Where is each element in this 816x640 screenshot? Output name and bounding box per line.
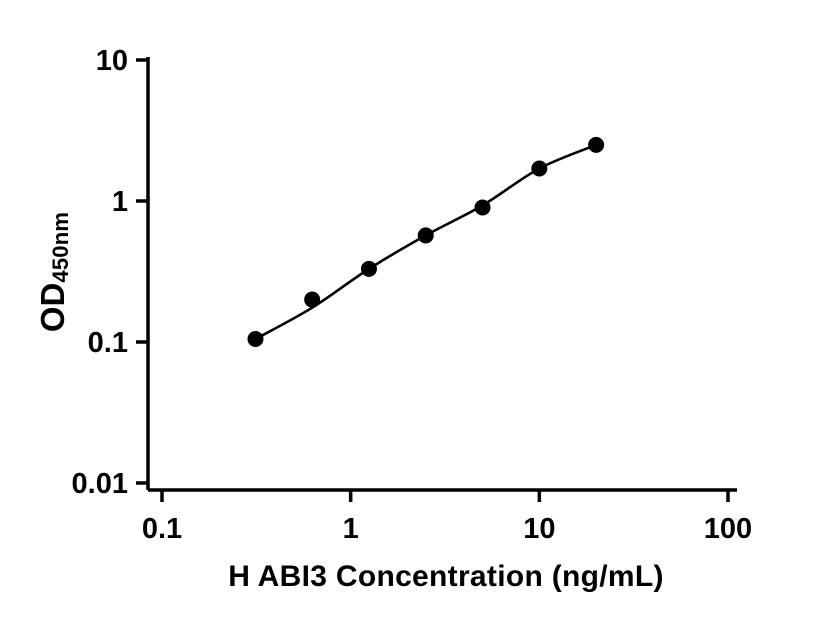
y-tick-label: 1 (112, 186, 128, 218)
x-tick-label: 100 (704, 513, 752, 545)
y-tick-label: 0.1 (88, 327, 128, 359)
y-axis-title-main: OD (34, 282, 72, 333)
data-point (531, 160, 548, 177)
y-tick-label: 10 (96, 45, 128, 77)
data-point (304, 291, 321, 308)
data-point (474, 199, 491, 216)
data-point (588, 136, 605, 153)
data-point (360, 260, 377, 277)
x-tick-label: 0.1 (142, 513, 182, 545)
y-axis-title: OD450nm (34, 212, 74, 332)
x-tick-label: 10 (523, 513, 555, 545)
data-point (417, 227, 434, 244)
y-axis-title-subscript: 450nm (47, 211, 73, 283)
x-axis-title: H ABI3 Concentration (ng/mL) (228, 560, 664, 593)
x-tick-label: 1 (343, 513, 359, 545)
y-tick-label: 0.01 (72, 468, 128, 500)
data-point (247, 331, 264, 348)
